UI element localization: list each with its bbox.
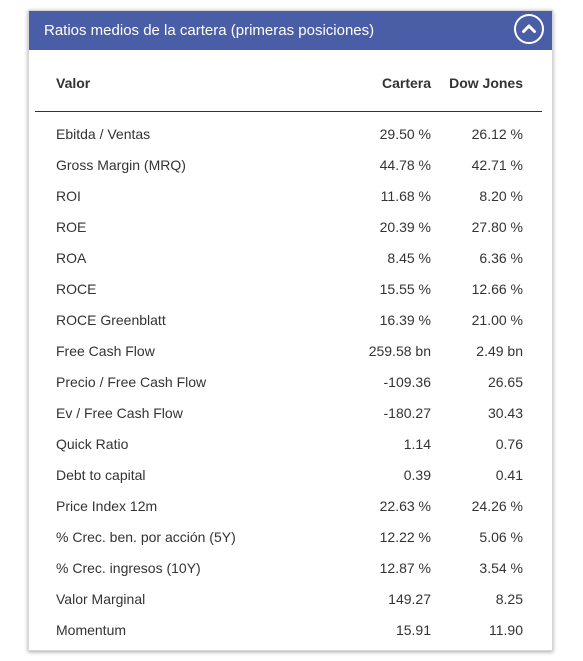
table-row: ROE 20.39 % 27.80 % — [29, 212, 552, 243]
row-label: % Crec. ingresos (10Y) — [56, 560, 201, 576]
table-row: % Crec. ingresos (10Y) 12.87 % 3.54 % — [29, 553, 552, 584]
table-row: ROCE Greenblatt 16.39 % 21.00 % — [29, 305, 552, 336]
ratios-panel: Ratios medios de la cartera (primeras po… — [28, 10, 553, 651]
row-label: Price Index 12m — [56, 498, 158, 514]
dow-jones-value: 27.80 % — [471, 219, 523, 235]
row-label: ROCE — [56, 281, 97, 297]
chevron-up-icon — [522, 24, 536, 33]
header-divider — [35, 111, 542, 112]
row-label: Debt to capital — [56, 467, 146, 483]
dow-jones-value: 8.20 % — [479, 188, 523, 204]
cartera-value: 12.22 % — [379, 529, 431, 545]
cartera-value: 16.39 % — [379, 312, 431, 328]
dow-jones-value: 8.25 — [495, 591, 523, 607]
row-label: Valor Marginal — [56, 591, 146, 607]
collapse-button[interactable] — [514, 14, 544, 44]
dow-jones-value: 3.54 % — [479, 560, 523, 576]
row-label: ROE — [56, 219, 87, 235]
column-header-valor: Valor — [56, 75, 91, 91]
row-label: Momentum — [56, 622, 127, 638]
column-header-cartera: Cartera — [381, 75, 431, 91]
panel-title: Ratios medios de la cartera (primeras po… — [44, 22, 375, 39]
table-row: Valor Marginal 149.27 8.25 — [29, 584, 552, 615]
ratios-table-body: Ebitda / Ventas 29.50 % 26.12 % Gross Margi… — [29, 119, 552, 646]
row-label: Quick Ratio — [56, 436, 129, 452]
dow-jones-value: 26.65 — [487, 374, 523, 390]
table-row: % Crec. ben. por acción (5Y) 12.22 % 5.06 … — [29, 522, 552, 553]
dow-jones-value: 42.71 % — [471, 157, 523, 173]
table-row: ROI 11.68 % 8.20 % — [29, 181, 552, 212]
table-row: Ev / Free Cash Flow -180.27 30.43 — [29, 398, 552, 429]
table-row: ROA 8.45 % 6.36 % — [29, 243, 552, 274]
row-label: Gross Margin (MRQ) — [56, 157, 186, 173]
row-label: % Crec. ben. por acción (5Y) — [56, 529, 236, 545]
cartera-value: -109.36 — [383, 374, 431, 390]
cartera-value: 0.39 — [403, 467, 431, 483]
cartera-value: 22.63 % — [379, 498, 431, 514]
row-label: ROCE Greenblatt — [56, 312, 166, 328]
cartera-value: 15.55 % — [379, 281, 431, 297]
dow-jones-value: 5.06 % — [479, 529, 523, 545]
table-row: Gross Margin (MRQ) 44.78 % 42.71 % — [29, 150, 552, 181]
cartera-value: 11.68 % — [380, 188, 431, 204]
dow-jones-value: 26.12 % — [471, 126, 523, 142]
dow-jones-value: 0.41 — [495, 467, 523, 483]
row-label: Precio / Free Cash Flow — [56, 374, 207, 390]
cartera-value: 8.45 % — [387, 250, 431, 266]
table-row: Free Cash Flow 259.58 bn 2.49 bn — [29, 336, 552, 367]
dow-jones-value: 0.76 — [495, 436, 523, 452]
panel-header: Ratios medios de la cartera (primeras po… — [29, 11, 552, 50]
row-label: Free Cash Flow — [56, 343, 155, 359]
dow-jones-value: 6.36 % — [479, 250, 523, 266]
row-label: ROI — [56, 188, 81, 204]
dow-jones-value: 24.26 % — [471, 498, 523, 514]
table-row: Price Index 12m 22.63 % 24.26 % — [29, 491, 552, 522]
table-row: Quick Ratio 1.14 0.76 — [29, 429, 552, 460]
dow-jones-value: 21.00 % — [471, 312, 523, 328]
cartera-value: 44.78 % — [379, 157, 431, 173]
cartera-value: 29.50 % — [379, 126, 431, 142]
table-row: ROCE 15.55 % 12.66 % — [29, 274, 552, 305]
row-label: ROA — [56, 250, 87, 266]
row-label: Ebitda / Ventas — [56, 126, 151, 142]
dow-jones-value: 12.66 % — [471, 281, 523, 297]
row-label: Ev / Free Cash Flow — [56, 405, 183, 421]
dow-jones-value: 2.49 bn — [476, 343, 523, 359]
dow-jones-value: 30.43 — [487, 405, 523, 421]
cartera-value: 12.87 % — [379, 560, 431, 576]
cartera-value: 149.27 — [388, 591, 431, 607]
cartera-value: 1.14 — [403, 436, 431, 452]
cartera-value: 259.58 bn — [368, 343, 431, 359]
table-row: Momentum 15.91 11.90 — [29, 615, 552, 646]
table-row: Ebitda / Ventas 29.50 % 26.12 % — [29, 119, 552, 150]
table-row: Debt to capital 0.39 0.41 — [29, 460, 552, 491]
column-header-dow-jones: Dow Jones — [449, 75, 523, 91]
table-row: Precio / Free Cash Flow -109.36 26.65 — [29, 367, 552, 398]
dow-jones-value: 11.90 — [489, 622, 523, 638]
cartera-value: 15.91 — [395, 622, 431, 638]
cartera-value: 20.39 % — [379, 219, 431, 235]
cartera-value: -180.27 — [383, 405, 431, 421]
